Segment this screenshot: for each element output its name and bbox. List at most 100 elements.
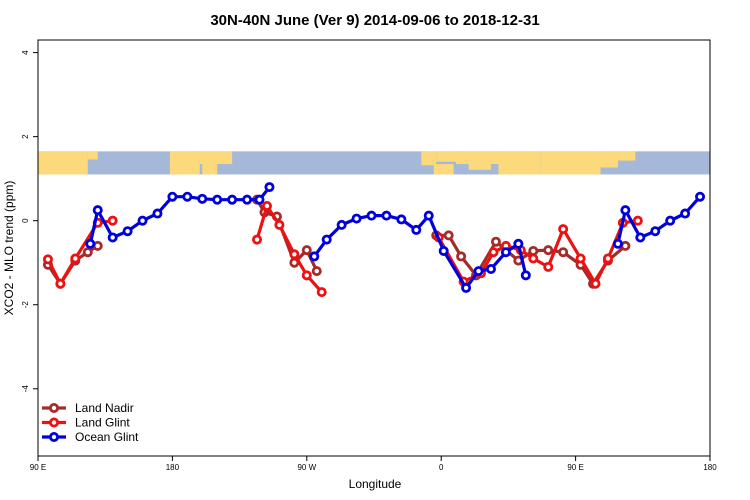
- data-point: [396, 214, 407, 225]
- y-axis-label: XCO2 - MLO trend (ppm): [2, 181, 16, 316]
- y-tick-label: -2: [21, 301, 30, 309]
- series-ocean-glint: [85, 182, 706, 293]
- data-point: [620, 205, 631, 216]
- data-point: [70, 253, 81, 264]
- data-point: [612, 238, 623, 249]
- data-point: [473, 266, 484, 277]
- data-point: [680, 208, 691, 219]
- data-point: [500, 247, 511, 258]
- land-patch: [468, 164, 491, 170]
- data-point: [528, 253, 539, 264]
- data-point: [490, 236, 501, 247]
- data-point: [461, 282, 472, 293]
- series-line: [616, 195, 702, 245]
- land-patch: [38, 151, 88, 175]
- data-point: [351, 213, 362, 224]
- series-land-nadir: [42, 194, 631, 289]
- land-patch: [600, 151, 618, 168]
- land-patch: [456, 151, 501, 165]
- data-point: [423, 210, 434, 221]
- data-point: [316, 287, 327, 298]
- land-patch: [436, 151, 462, 162]
- data-point: [212, 194, 223, 205]
- data-point: [443, 230, 454, 241]
- data-point: [520, 270, 531, 281]
- data-point: [321, 234, 332, 245]
- data-point: [42, 254, 53, 265]
- x-tick-label: 90 E: [567, 463, 583, 472]
- legend-marker: [49, 417, 60, 428]
- series-line: [313, 214, 528, 290]
- y-tick-label: -4: [21, 385, 30, 393]
- y-tick-label: 2: [21, 134, 30, 139]
- data-point: [632, 215, 643, 226]
- land-patch: [617, 151, 636, 161]
- legend-marker: [49, 431, 60, 442]
- x-tick-label: 180: [703, 463, 717, 472]
- data-point: [438, 245, 449, 256]
- legend-label: Land Glint: [75, 416, 130, 430]
- land-patch: [202, 164, 218, 175]
- data-point: [411, 224, 422, 235]
- data-point: [242, 194, 253, 205]
- data-point: [336, 219, 347, 230]
- data-point: [82, 247, 93, 258]
- x-axis-label: Longitude: [349, 477, 402, 491]
- x-tick-label: 90 E: [30, 463, 46, 472]
- data-point: [665, 215, 676, 226]
- data-point: [254, 194, 265, 205]
- data-point: [513, 238, 524, 249]
- data-point: [558, 247, 569, 258]
- data-point: [55, 278, 66, 289]
- data-point: [261, 200, 272, 211]
- y-tick-label: 4: [21, 50, 30, 55]
- y-axis: -4 -2 0 2 4: [21, 50, 38, 392]
- data-point: [602, 253, 613, 264]
- land-patch: [421, 151, 437, 166]
- data-point: [152, 208, 163, 219]
- data-point: [167, 191, 178, 202]
- series-line: [46, 219, 113, 286]
- data-point: [252, 234, 263, 245]
- data-point: [543, 261, 554, 272]
- data-point: [289, 249, 300, 260]
- legend-label: Land Nadir: [75, 401, 134, 415]
- series-layer: [42, 182, 706, 298]
- data-point: [575, 253, 586, 264]
- data-point: [695, 191, 706, 202]
- data-point: [137, 215, 148, 226]
- data-point: [456, 251, 467, 262]
- data-point: [227, 194, 238, 205]
- x-tick-label: 180: [166, 463, 180, 472]
- data-point: [264, 182, 275, 193]
- chart-title: 30N-40N June (Ver 9) 2014-09-06 to 2018-…: [210, 12, 539, 29]
- legend-marker: [49, 402, 60, 413]
- data-point: [85, 238, 96, 249]
- data-point: [366, 210, 377, 221]
- data-point: [92, 205, 103, 216]
- data-point: [301, 270, 312, 281]
- data-point: [107, 215, 118, 226]
- data-point: [309, 251, 320, 262]
- land-patch: [169, 151, 200, 175]
- data-point: [558, 224, 569, 235]
- data-point: [107, 232, 118, 243]
- x-axis: 90 E 180 90 W 0 90 E 180: [30, 456, 717, 472]
- data-point: [485, 264, 496, 275]
- data-point: [590, 278, 601, 289]
- plot-frame: [37, 39, 711, 457]
- legend-label: Ocean Glint: [75, 430, 139, 444]
- data-point: [301, 245, 312, 256]
- land-patch: [194, 151, 233, 165]
- data-point: [311, 266, 322, 277]
- data-point: [543, 245, 554, 256]
- data-point: [650, 226, 661, 237]
- land-patch: [433, 164, 454, 175]
- x-tick-label: 90 W: [297, 463, 316, 472]
- data-point: [488, 247, 499, 258]
- land-ocean-band: [38, 151, 710, 175]
- data-point: [635, 232, 646, 243]
- data-point: [182, 191, 193, 202]
